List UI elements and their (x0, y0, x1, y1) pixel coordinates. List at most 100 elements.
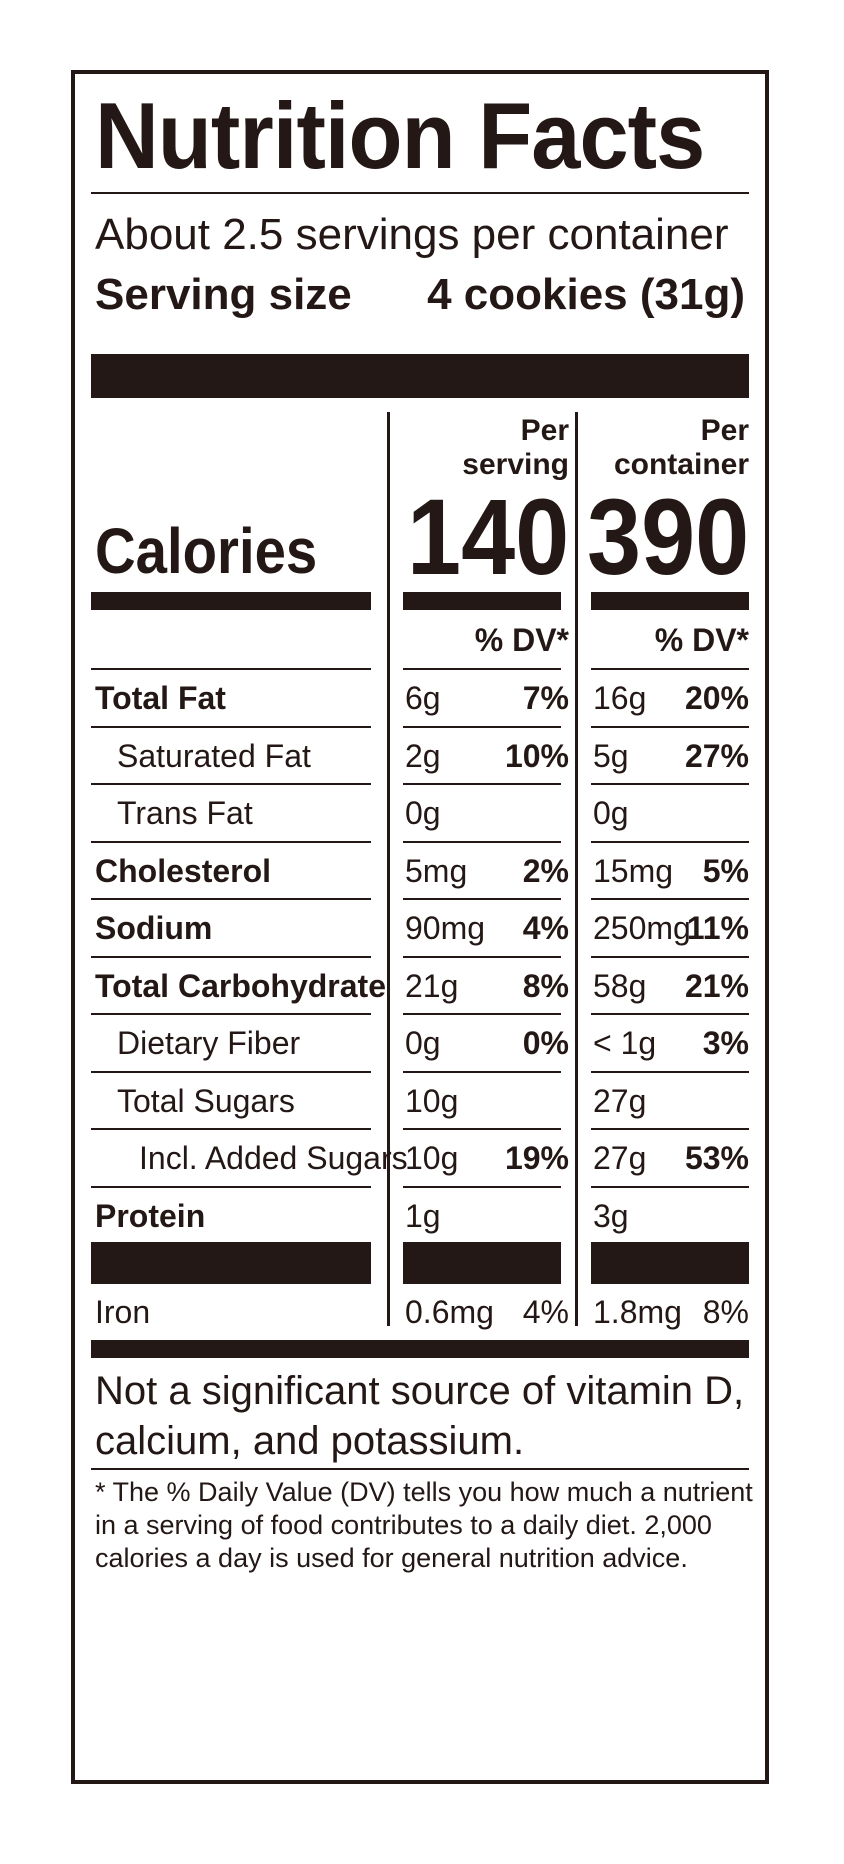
vitamin-serving-dv: 4% (522, 1294, 569, 1330)
row-divider-container (591, 1070, 749, 1073)
row-divider-name (91, 1185, 371, 1188)
row-divider-name (91, 840, 371, 843)
row-divider-serving (403, 1128, 561, 1130)
serving-amount: 5mg (405, 852, 468, 889)
per-serving-header: Per serving (462, 414, 569, 482)
container-amount: 250mg (593, 910, 691, 946)
container-dv: 11% (686, 910, 749, 946)
row-divider-name (91, 725, 371, 728)
row-divider-container (591, 668, 749, 670)
vitamin-name: Iron (95, 1294, 151, 1330)
nutrient-name: Dietary Fiber (117, 1025, 301, 1061)
row-divider-container (591, 898, 749, 900)
row-divider-serving (403, 1070, 561, 1073)
row-divider-container (591, 955, 749, 958)
row-divider-container (591, 783, 749, 785)
per-container-line1: Per (700, 414, 749, 447)
container-amount: 27g (593, 1140, 647, 1176)
serving-amount: 2g (405, 737, 441, 774)
row-divider-serving (403, 955, 561, 958)
vitamin-bar-container (591, 1242, 749, 1284)
nutrient-name: Incl. Added Sugars (139, 1140, 408, 1176)
row-divider-name (91, 955, 371, 958)
container-dv: 27% (684, 737, 749, 774)
container-amount: 0g (593, 795, 629, 831)
footnote-divider (91, 1468, 749, 1470)
serving-size-value: 4 cookies (31g) (427, 270, 745, 319)
dv-header-serving: % DV* (474, 622, 569, 658)
serving-dv: 19% (504, 1140, 569, 1176)
container-dv: 20% (684, 680, 749, 716)
serving-amount: 0g (405, 1025, 441, 1061)
calories-bar-serving (403, 592, 561, 610)
calories-label: Calories (95, 515, 318, 587)
container-dv: 5% (702, 852, 749, 889)
vitamin-serving-amount: 0.6mg (405, 1294, 494, 1330)
per-serving-line1: Per (520, 414, 569, 447)
nutrition-facts-label: Nutrition Facts About 2.5 servings per c… (71, 70, 769, 1784)
serving-amount: 0g (405, 795, 441, 831)
row-divider-serving (403, 725, 561, 728)
container-amount: 16g (593, 680, 647, 716)
serving-amount: 90mg (405, 910, 486, 946)
label-title: Nutrition Facts (95, 83, 705, 188)
nutrient-name: Sodium (95, 910, 213, 946)
calories-per-serving: 140 (406, 476, 569, 597)
serving-amount: 1g (405, 1197, 441, 1234)
row-divider-name (91, 898, 371, 900)
container-amount: 15mg (593, 852, 674, 889)
container-amount: 3g (593, 1197, 629, 1234)
serving-dv: 2% (522, 852, 569, 889)
vitamin-container-amount: 1.8mg (593, 1294, 682, 1330)
row-divider-name (91, 1070, 371, 1073)
per-container-line2: container (613, 448, 749, 481)
row-divider-serving (403, 668, 561, 670)
container-amount: < 1g (593, 1025, 657, 1061)
thick-divider-top (91, 354, 749, 398)
row-divider-container (591, 840, 749, 843)
footnote-not-significant: Not a significant source of vitamin D, c… (95, 1369, 745, 1463)
nutrient-name: Total Sugars (117, 1082, 295, 1119)
footnote-daily-value: * The % Daily Value (DV) tells you how m… (95, 1477, 753, 1573)
vitamin-bar-serving (403, 1242, 561, 1284)
serving-amount: 6g (405, 680, 441, 716)
serving-dv: 10% (504, 737, 569, 774)
per-serving-line2: serving (462, 448, 569, 481)
container-dv: 53% (684, 1140, 749, 1176)
dv-header-container: % DV* (654, 622, 749, 658)
row-divider-name (91, 668, 371, 670)
row-divider-serving (403, 1013, 561, 1015)
servings-per-container: About 2.5 servings per container (95, 210, 729, 259)
column-divider-1 (387, 412, 390, 1326)
serving-amount: 10g (405, 1140, 459, 1176)
row-divider-container (591, 1185, 749, 1188)
container-amount: 58g (593, 967, 647, 1004)
serving-dv: 4% (522, 910, 569, 946)
row-divider-container (591, 1128, 749, 1130)
calories-bar-name (91, 592, 371, 610)
row-divider-container (591, 1013, 749, 1015)
calories-per-container: 390 (586, 476, 749, 597)
vitamin-bar-name (91, 1242, 371, 1284)
serving-amount: 21g (405, 967, 459, 1004)
nutrient-name: Total Fat (95, 680, 226, 716)
container-amount: 27g (593, 1082, 647, 1119)
row-divider-name (91, 1128, 371, 1130)
serving-dv: 8% (522, 967, 569, 1004)
row-divider-serving (403, 898, 561, 900)
row-divider-name (91, 783, 371, 785)
row-divider-serving (403, 1185, 561, 1188)
nutrient-name: Total Carbohydrate (95, 967, 386, 1004)
thick-divider-bottom (91, 1340, 749, 1358)
row-divider-serving (403, 783, 561, 785)
per-container-header: Per container (614, 414, 749, 482)
nutrient-name: Cholesterol (95, 852, 272, 889)
serving-amount: 10g (405, 1082, 459, 1119)
serving-size-label: Serving size (95, 270, 352, 319)
container-dv: 3% (702, 1025, 749, 1061)
nutrient-name: Saturated Fat (117, 737, 311, 774)
column-divider-2 (575, 412, 578, 1326)
serving-dv: 7% (522, 680, 569, 716)
nutrient-name: Trans Fat (117, 795, 253, 831)
calories-bar-container (591, 592, 749, 610)
